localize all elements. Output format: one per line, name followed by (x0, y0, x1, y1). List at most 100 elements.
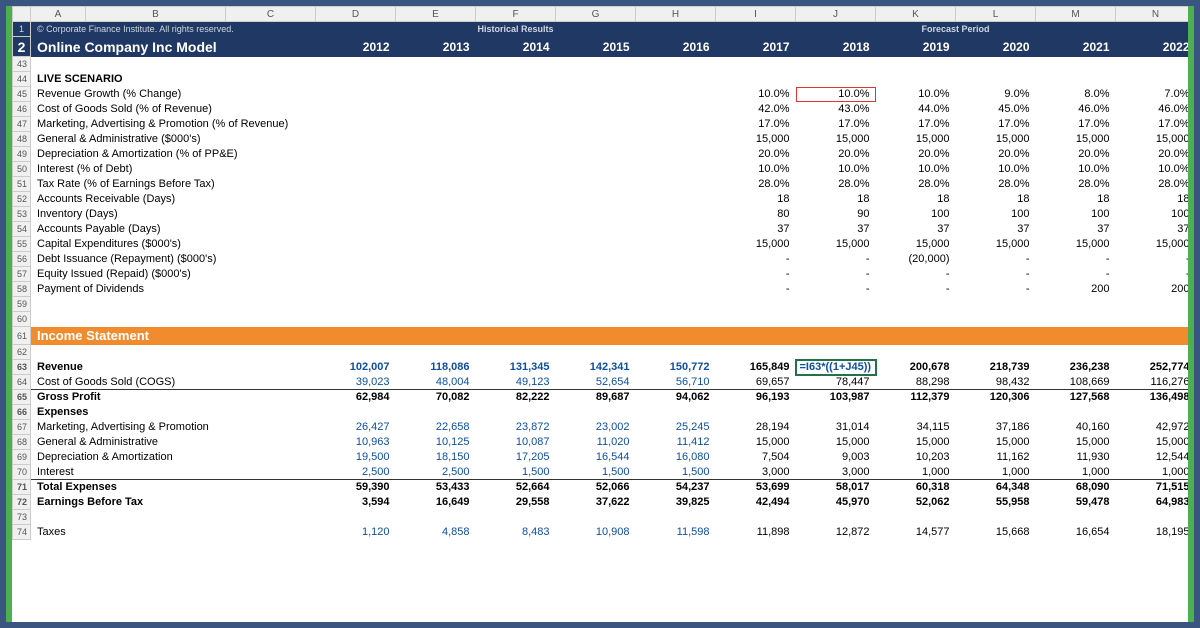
data-cell[interactable] (316, 177, 396, 192)
data-cell[interactable] (556, 252, 636, 267)
table-row[interactable]: 46Cost of Goods Sold (% of Revenue)42.0%… (13, 102, 1195, 117)
data-cell[interactable]: 18 (876, 192, 956, 207)
data-cell[interactable] (636, 192, 716, 207)
line-label[interactable]: Expenses (31, 405, 316, 420)
data-cell[interactable] (636, 147, 716, 162)
data-cell[interactable] (1036, 510, 1116, 525)
row-num[interactable]: 67 (13, 420, 31, 435)
data-cell[interactable] (556, 147, 636, 162)
data-cell[interactable]: 15,000 (876, 132, 956, 147)
data-cell[interactable] (396, 252, 476, 267)
line-label[interactable]: General & Administrative ($000's) (31, 132, 316, 147)
data-cell[interactable] (556, 132, 636, 147)
data-cell[interactable]: - (956, 252, 1036, 267)
table-row[interactable]: 74Taxes1,1204,8588,48310,90811,59811,898… (13, 525, 1195, 540)
data-cell[interactable]: 29,558 (476, 495, 556, 510)
data-cell[interactable]: 11,898 (716, 525, 796, 540)
row-num[interactable]: 54 (13, 222, 31, 237)
data-cell[interactable] (476, 252, 556, 267)
table-row[interactable]: 58Payment of Dividends----200200 (13, 282, 1195, 297)
row-num[interactable]: 47 (13, 117, 31, 132)
row-num[interactable]: 68 (13, 435, 31, 450)
col-N[interactable]: N (1116, 7, 1195, 22)
data-cell[interactable]: 20.0% (1036, 147, 1116, 162)
table-row[interactable]: 70Interest2,5002,5001,5001,5001,5003,000… (13, 465, 1195, 480)
data-cell[interactable]: 31,014 (796, 420, 876, 435)
data-cell[interactable] (396, 102, 476, 117)
data-cell[interactable]: 23,872 (476, 420, 556, 435)
year-cell[interactable]: 2013 (396, 37, 476, 57)
data-cell[interactable]: 52,066 (556, 480, 636, 495)
data-cell[interactable]: 1,500 (556, 465, 636, 480)
col-H[interactable]: H (636, 7, 716, 22)
table-row[interactable]: 64Cost of Goods Sold (COGS)39,02348,0044… (13, 375, 1195, 390)
line-label[interactable]: Capital Expenditures ($000's) (31, 237, 316, 252)
data-cell[interactable] (636, 162, 716, 177)
data-cell[interactable]: 15,000 (1036, 435, 1116, 450)
data-cell[interactable]: 37,186 (956, 420, 1036, 435)
data-cell[interactable]: 48,004 (396, 375, 476, 390)
row-59[interactable]: 59 (13, 297, 1195, 312)
row-1[interactable]: 1 © Corporate Finance Institute. All rig… (13, 22, 1195, 37)
data-cell[interactable] (316, 87, 396, 102)
data-cell[interactable]: 53,433 (396, 480, 476, 495)
data-cell[interactable]: 1,000 (1116, 465, 1195, 480)
data-cell[interactable]: 20.0% (1116, 147, 1195, 162)
data-cell[interactable]: 43.0% (796, 102, 876, 117)
data-cell[interactable]: 100 (956, 207, 1036, 222)
data-cell[interactable] (316, 237, 396, 252)
data-cell[interactable]: 60,318 (876, 480, 956, 495)
data-cell[interactable]: 12,872 (796, 525, 876, 540)
table-row[interactable]: 72Earnings Before Tax3,59416,64929,55837… (13, 495, 1195, 510)
data-cell[interactable]: - (1116, 267, 1195, 282)
row-num[interactable]: 44 (13, 72, 31, 87)
data-cell[interactable] (476, 405, 556, 420)
data-cell[interactable] (476, 162, 556, 177)
line-label[interactable]: Depreciation & Amortization (31, 450, 316, 465)
data-cell[interactable]: 9,003 (796, 450, 876, 465)
line-label[interactable]: Revenue Growth (% Change) (31, 87, 316, 102)
data-cell[interactable]: 10.0% (716, 162, 796, 177)
col-K[interactable]: K (876, 7, 956, 22)
line-label[interactable] (31, 510, 316, 525)
row-num[interactable]: 43 (13, 57, 31, 72)
data-cell[interactable]: 102,007 (316, 360, 396, 375)
year-cell[interactable]: 2016 (636, 37, 716, 57)
data-cell[interactable]: 53,699 (716, 480, 796, 495)
data-cell[interactable] (956, 405, 1036, 420)
data-cell[interactable]: 71,515 (1116, 480, 1195, 495)
data-cell[interactable] (636, 132, 716, 147)
data-cell[interactable]: 28.0% (1116, 177, 1195, 192)
data-cell[interactable]: 94,062 (636, 390, 716, 405)
data-cell[interactable]: 69,657 (716, 375, 796, 390)
data-cell[interactable] (556, 117, 636, 132)
data-cell[interactable] (556, 177, 636, 192)
data-cell[interactable]: 20.0% (956, 147, 1036, 162)
data-cell[interactable] (556, 237, 636, 252)
data-cell[interactable]: - (716, 282, 796, 297)
data-cell[interactable]: 131,345 (476, 360, 556, 375)
row-num[interactable]: 70 (13, 465, 31, 480)
data-cell[interactable]: 200 (1116, 282, 1195, 297)
data-cell[interactable]: 11,162 (956, 450, 1036, 465)
data-cell[interactable]: - (716, 252, 796, 267)
data-cell[interactable]: 10,963 (316, 435, 396, 450)
data-cell[interactable]: 112,379 (876, 390, 956, 405)
data-cell[interactable]: 39,825 (636, 495, 716, 510)
data-cell[interactable]: 15,000 (1036, 132, 1116, 147)
line-label[interactable]: Revenue (31, 360, 316, 375)
data-cell[interactable] (316, 267, 396, 282)
line-label[interactable]: Tax Rate (% of Earnings Before Tax) (31, 177, 316, 192)
row-num[interactable]: 1 (13, 22, 31, 37)
table-row[interactable]: 67Marketing, Advertising & Promotion26,4… (13, 420, 1195, 435)
data-cell[interactable]: 17.0% (956, 117, 1036, 132)
data-cell[interactable] (556, 207, 636, 222)
data-cell[interactable]: 236,238 (1036, 360, 1116, 375)
row-num[interactable]: 66 (13, 405, 31, 420)
year-cell[interactable]: 2022 (1116, 37, 1195, 57)
year-cell[interactable]: 2019 (876, 37, 956, 57)
data-cell[interactable]: - (1036, 267, 1116, 282)
data-cell[interactable] (316, 207, 396, 222)
data-cell[interactable]: 20.0% (716, 147, 796, 162)
data-cell[interactable]: - (876, 267, 956, 282)
